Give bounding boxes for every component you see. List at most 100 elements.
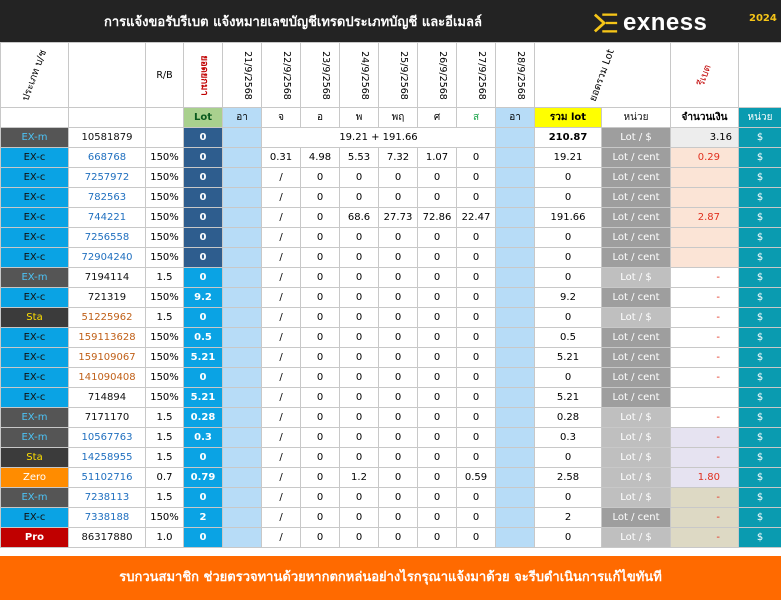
sub-day-6: ส	[456, 107, 496, 128]
row-amount: 0.29	[670, 147, 739, 168]
row-day-0	[222, 207, 262, 228]
row-day-7	[495, 407, 535, 428]
row-day-3: 0	[339, 447, 379, 468]
row-day-1: /	[261, 287, 301, 308]
row-total: 0.28	[534, 407, 602, 428]
row-day-5: 0	[417, 307, 457, 328]
summary-total: 210.87	[534, 127, 602, 148]
table-row: EX-c 782563 150% 0/0 0 0 0 0 0 Lot / cent $	[0, 187, 781, 208]
row-unit: Lot / cent	[601, 147, 671, 168]
row-day-2: 0	[300, 427, 340, 448]
row-rb: 150%	[145, 147, 184, 168]
row-account: 141090408	[68, 367, 146, 388]
row-type: EX-m	[0, 487, 69, 508]
row-account: 159109067	[68, 347, 146, 368]
header-bar: การแจ้งขอรับรีเบต แจ้งหมายเลขบัญชีเทรดปร…	[0, 0, 781, 42]
row-rb: 150%	[145, 207, 184, 228]
row-amount	[670, 167, 739, 188]
col-header-date-0: 21/9/2568	[222, 42, 262, 108]
col-header-date-3: 24/9/2568	[339, 42, 379, 108]
table-row: EX-c 714894 150% 5.21/0 0 0 0 0 5.21 Lot / cent $	[0, 387, 781, 408]
row-day-1: 0.31	[261, 147, 301, 168]
row-day-4: 0	[378, 407, 418, 428]
row-currency: $	[738, 187, 781, 208]
row-unit: Lot / cent	[601, 207, 671, 228]
exness-logo-text: exness	[623, 9, 708, 36]
row-day-3: 0	[339, 347, 379, 368]
row-currency: $	[738, 227, 781, 248]
row-type: Sta	[0, 447, 69, 468]
row-day-1: /	[261, 427, 301, 448]
row-account: 7256558	[68, 227, 146, 248]
row-day-4: 0	[378, 347, 418, 368]
row-day-7	[495, 167, 535, 188]
row-total: 0	[534, 527, 602, 548]
table-row: Zero 51102716 0.7 0.79/0 1.2 0 0 0.59 2.58 Lot / …	[0, 467, 781, 488]
row-day-6: 0	[456, 327, 496, 348]
row-day-4: 0	[378, 247, 418, 268]
row-total: 0	[534, 447, 602, 468]
row-currency: $	[738, 407, 781, 428]
row-currency: $	[738, 207, 781, 228]
row-day-3: 0	[339, 227, 379, 248]
row-account: 721319	[68, 287, 146, 308]
row-day-5: 1.07	[417, 147, 457, 168]
row-day-6: 0	[456, 367, 496, 388]
sub-day-7: อา	[495, 107, 535, 128]
col-header-date-2: 23/9/2568	[300, 42, 340, 108]
row-day-2: 0	[300, 267, 340, 288]
row-amount: -	[670, 267, 739, 288]
row-day-3: 0	[339, 527, 379, 548]
row-day-6: 0	[456, 167, 496, 188]
row-type: EX-c	[0, 227, 69, 248]
row-day-1: /	[261, 387, 301, 408]
row-day-3: 1.2	[339, 467, 379, 488]
sub-day-1: จ	[261, 107, 301, 128]
row-account: 14258955	[68, 447, 146, 468]
row-day-1: /	[261, 167, 301, 188]
row-day-1: /	[261, 207, 301, 228]
sub-lot: Lot	[183, 107, 223, 128]
row-amount: -	[670, 327, 739, 348]
row-day-0	[222, 527, 262, 548]
row-day-6: 0	[456, 347, 496, 368]
sub-unit: หน่วย	[601, 107, 671, 128]
row-day-3: 0	[339, 187, 379, 208]
row-day-2: 0	[300, 167, 340, 188]
row-day-2: 0	[300, 487, 340, 508]
row-type: Pro	[0, 527, 69, 548]
summary-gap-0	[222, 127, 262, 148]
row-day-4: 0	[378, 467, 418, 488]
row-day-2: 0	[300, 467, 340, 488]
row-day-0	[222, 247, 262, 268]
row-day-4: 0	[378, 527, 418, 548]
col-header-date-4: 25/9/2568	[378, 42, 418, 108]
row-day-2: 0	[300, 307, 340, 328]
table-row: EX-m 7171170 1.5 0.28/0 0 0 0 0 0.28 Lot / $ - $	[0, 407, 781, 428]
row-day-2: 0	[300, 247, 340, 268]
col-header-date-1: 22/9/2568	[261, 42, 301, 108]
sub-day-4: พฤ	[378, 107, 418, 128]
row-day-5: 0	[417, 487, 457, 508]
row-day-2: 0	[300, 207, 340, 228]
row-lot: 0	[183, 267, 223, 288]
sub-day-0: อา	[222, 107, 262, 128]
row-day-0	[222, 267, 262, 288]
row-day-4: 0	[378, 447, 418, 468]
row-amount: -	[670, 447, 739, 468]
row-day-3: 0	[339, 407, 379, 428]
col-header-rb: R/B	[145, 42, 184, 108]
row-total: 191.66	[534, 207, 602, 228]
row-day-1: /	[261, 467, 301, 488]
row-currency: $	[738, 347, 781, 368]
col-header-blank	[738, 42, 781, 108]
row-day-0	[222, 187, 262, 208]
row-total: 0	[534, 167, 602, 188]
row-unit: Lot / cent	[601, 287, 671, 308]
row-day-5: 0	[417, 327, 457, 348]
row-day-0	[222, 507, 262, 528]
row-account: 86317880	[68, 527, 146, 548]
row-rb: 150%	[145, 327, 184, 348]
row-lot: 0.5	[183, 327, 223, 348]
table-row: EX-c 7338188 150% 2/0 0 0 0 0 2 Lot / cent - $	[0, 507, 781, 528]
